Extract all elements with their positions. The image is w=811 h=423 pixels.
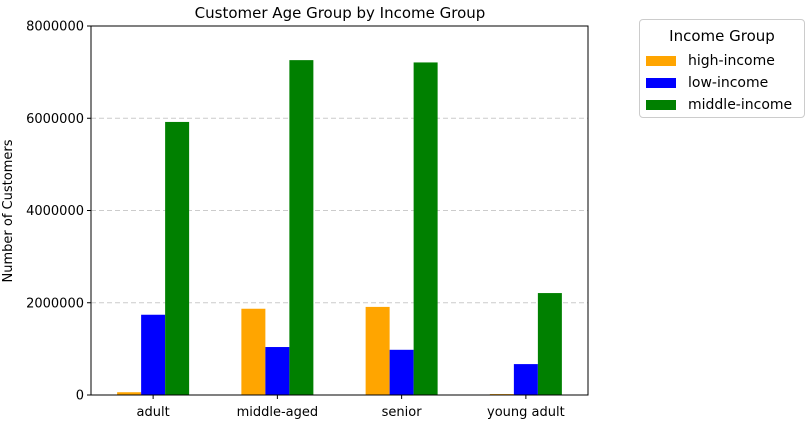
x-tick-label: adult (137, 405, 170, 420)
legend-title: Income Group (669, 27, 775, 45)
bar-middle-income-young-adult (537, 293, 562, 395)
chart-title: Customer Age Group by Income Group (195, 4, 486, 22)
bar-middle-income-middle-aged (289, 60, 314, 395)
legend-label: low-income (688, 75, 769, 91)
y-tick-label: 0 (76, 389, 84, 404)
bar-high-income-middle-aged (241, 308, 266, 395)
bar-middle-income-senior (413, 62, 438, 395)
bar-low-income-senior (389, 349, 414, 395)
legend-swatch-high-income (646, 56, 676, 66)
axes: 0 2000000 4000000 6000000 8000000 adult middle… (26, 20, 589, 420)
y-tick-label: 2000000 (26, 296, 84, 311)
x-tick-label: middle-aged (237, 405, 319, 420)
bar-high-income-adult (117, 392, 142, 395)
bar-low-income-middle-aged (265, 347, 290, 395)
y-tick-label: 6000000 (26, 112, 84, 127)
legend-label: high-income (688, 53, 775, 69)
plot-frame (90, 25, 589, 396)
bars (117, 60, 562, 395)
x-tick-label: young adult (487, 405, 565, 420)
bar-high-income-senior (365, 306, 390, 395)
x-tick-label: senior (382, 405, 423, 420)
y-tick-label: 4000000 (26, 204, 84, 219)
bar-middle-income-adult (165, 121, 190, 395)
bar-low-income-young-adult (513, 364, 538, 395)
legend-swatch-middle-income (646, 100, 676, 110)
legend-swatch-low-income (646, 78, 676, 88)
legend-label: middle-income (688, 97, 793, 113)
y-axis-label: Number of Customers (1, 139, 16, 282)
bar-low-income-adult (141, 314, 166, 395)
legend: Income Group high-income low-income midd… (639, 19, 805, 118)
y-tick-label: 8000000 (26, 20, 84, 35)
